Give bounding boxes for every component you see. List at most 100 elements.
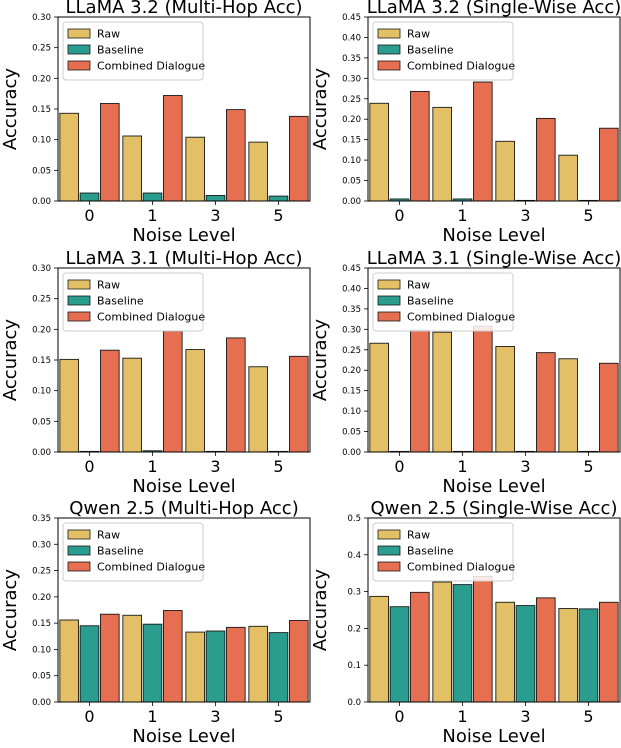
bar-raw [59, 112, 79, 202]
chart-panel-4: LLaMA 3.1 (Single-Wise Acc) 0.00 0.05 0.10 0… [310, 248, 621, 497]
chart-title: LLaMA 3.2 (Multi-Hop Acc) [65, 0, 302, 18]
y-tick-label: 0.05 [342, 428, 361, 438]
x-tick-label: 3 [210, 206, 220, 225]
legend-label: Combined Dialogue [97, 60, 205, 73]
legend-label: Raw [97, 279, 120, 292]
chart-title: Qwen 2.5 (Single-Wise Acc) [371, 498, 618, 519]
legend-label: Combined Dialogue [407, 311, 515, 324]
y-tick-label: 0.40 [342, 284, 361, 294]
x-tick-label: 0 [394, 206, 404, 225]
x-tick-label: 0 [394, 457, 404, 476]
bar-combined-dialogue [410, 90, 430, 202]
bar-raw [122, 357, 142, 453]
chart-title: LLaMA 3.1 (Single-Wise Acc) [367, 248, 621, 269]
y-tick-label: 0.20 [342, 366, 361, 376]
y-tick-label: 0.35 [342, 305, 361, 315]
bar-combined-dialogue [225, 626, 246, 703]
legend-swatch [377, 44, 401, 55]
legend-swatch [67, 545, 91, 556]
bar-baseline [142, 192, 163, 202]
chart-panel-5: Qwen 2.5 (Multi-Hop Acc) 0.00 0.05 0.10 0.15… [0, 498, 311, 747]
bar-baseline [389, 606, 410, 703]
y-tick-label: 0.15 [342, 387, 361, 397]
bar-baseline [79, 625, 100, 703]
y-tick-label: 0.00 [342, 197, 361, 207]
x-tick-label: 3 [210, 707, 220, 726]
bar-combined-dialogue [225, 337, 246, 453]
y-tick-label: 0.35 [342, 54, 361, 64]
x-tick-label: 1 [457, 707, 467, 726]
x-tick-label: 1 [147, 457, 157, 476]
y-tick-label: 0.10 [342, 407, 361, 417]
bar-combined-dialogue [225, 109, 246, 202]
y-tick-label: 0.30 [32, 540, 51, 550]
bar-baseline [268, 632, 289, 703]
bar-combined-dialogue [289, 115, 309, 202]
legend: Raw Baseline Combined Dialogue [372, 522, 515, 582]
bar-raw [248, 625, 269, 703]
x-axis-label: Noise Level [132, 726, 235, 747]
x-tick-label: 0 [84, 457, 94, 476]
axes-frame [367, 16, 621, 202]
x-tick-label: 5 [583, 206, 593, 225]
bar-raw [59, 358, 79, 453]
bar-raw [59, 619, 79, 703]
bar-raw [495, 601, 516, 703]
y-tick-label: 0.25 [342, 95, 361, 105]
y-axis-label: Accuracy [310, 68, 331, 151]
bar-baseline [515, 605, 536, 703]
legend-swatch [67, 529, 91, 540]
bar-raw [369, 595, 390, 703]
x-tick-label: 0 [84, 206, 94, 225]
legend-label: Baseline [97, 545, 144, 558]
legend-swatch [377, 60, 401, 71]
y-tick-label: 0.30 [342, 325, 361, 335]
chart-panel-6: Qwen 2.5 (Single-Wise Acc) 0.0 0.1 0.2 0.3 0.… [310, 498, 621, 747]
bar-combined-dialogue [473, 325, 493, 453]
x-tick-label: 5 [583, 457, 593, 476]
legend-label: Combined Dialogue [407, 60, 515, 73]
legend: Raw Baseline Combined Dialogue [372, 272, 515, 332]
bar-baseline [452, 584, 473, 703]
x-axis-label: Noise Level [132, 225, 235, 246]
legend-label: Baseline [97, 44, 144, 57]
bar-combined-dialogue [410, 591, 430, 703]
legend: Raw Baseline Combined Dialogue [372, 21, 515, 81]
y-tick-label: 0.25 [32, 567, 51, 577]
bar-raw [369, 102, 390, 202]
bar-combined-dialogue [162, 330, 183, 453]
y-tick-label: 0.05 [342, 177, 361, 187]
chart-panel-3: LLaMA 3.1 (Multi-Hop Acc) 0.00 0.05 0.10 0.1… [0, 248, 311, 497]
y-tick-label: 0.20 [32, 325, 51, 335]
legend-label: Baseline [407, 295, 454, 308]
y-tick-label: 0.00 [32, 197, 51, 207]
y-tick-label: 0.35 [32, 514, 51, 524]
y-tick-label: 0.20 [342, 115, 361, 125]
y-tick-label: 0.00 [32, 698, 51, 708]
y-tick-label: 0.0 [347, 698, 361, 708]
legend: Raw Baseline Combined Dialogue [62, 522, 205, 582]
axes-frame [367, 517, 621, 703]
y-tick-label: 0.05 [32, 417, 51, 427]
bar-raw [122, 614, 142, 703]
legend-box [62, 21, 204, 81]
bar-combined-dialogue [599, 362, 619, 453]
y-axis-label: Accuracy [310, 319, 331, 402]
bar-combined-dialogue [473, 81, 493, 202]
axes-frame [57, 517, 311, 703]
legend: Raw Baseline Combined Dialogue [62, 272, 205, 332]
x-tick-label: 3 [520, 457, 530, 476]
legend-box [62, 272, 204, 332]
y-tick-label: 0.10 [32, 645, 51, 655]
y-tick-label: 0.1 [347, 661, 361, 671]
legend-label: Raw [407, 529, 430, 542]
bar-combined-dialogue [99, 349, 120, 453]
bar-raw [558, 608, 578, 703]
y-tick-label: 0.10 [32, 136, 51, 146]
legend-swatch [67, 295, 91, 306]
y-axis-label: Accuracy [0, 569, 21, 652]
bar-combined-dialogue [99, 613, 120, 703]
x-tick-label: 3 [520, 206, 530, 225]
legend-swatch [377, 295, 401, 306]
bar-combined-dialogue [536, 117, 556, 202]
